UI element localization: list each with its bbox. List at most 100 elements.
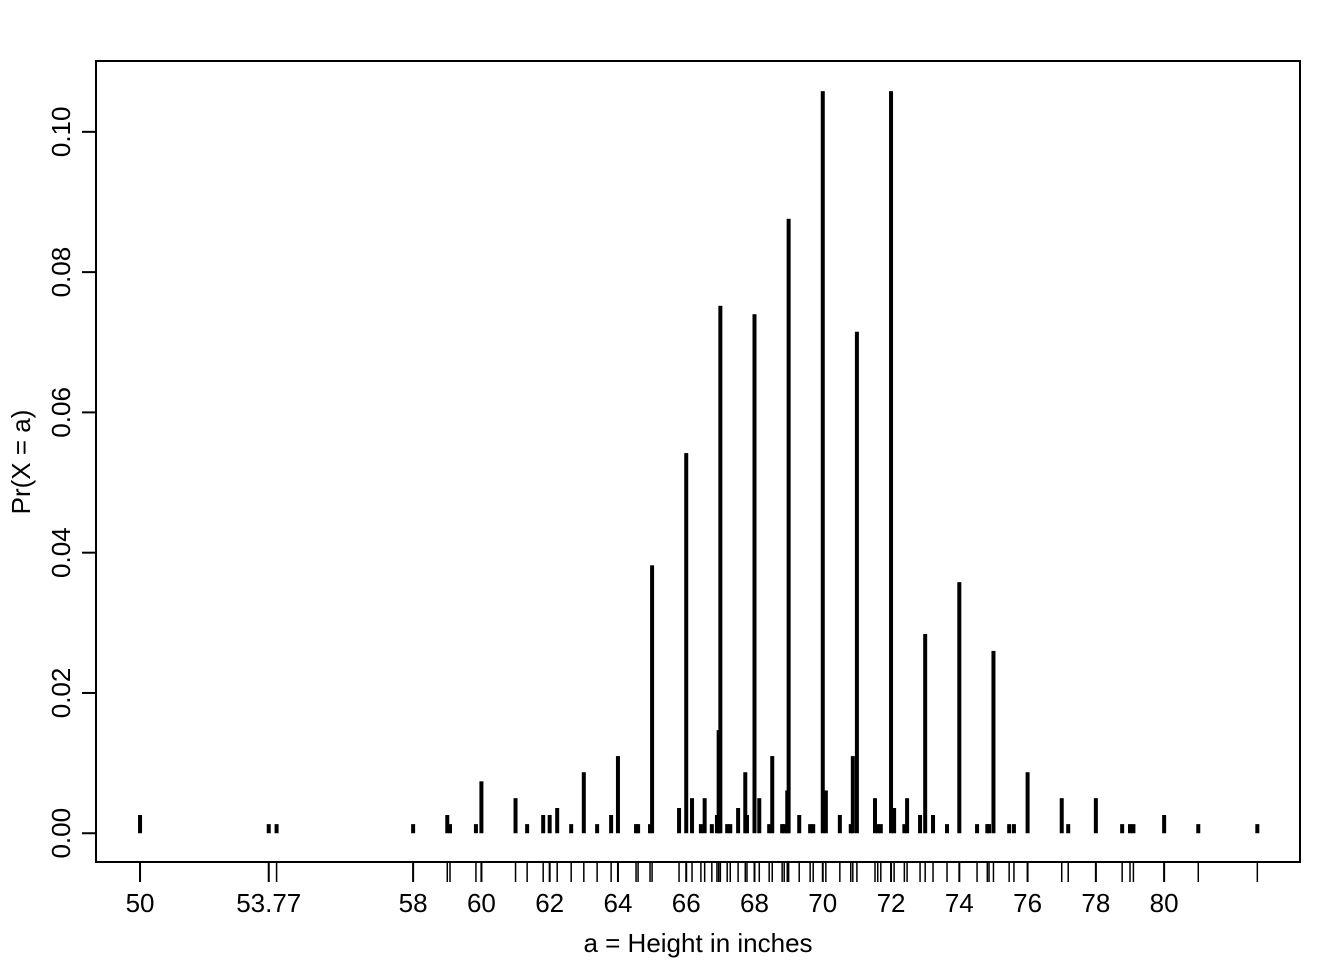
bar — [718, 305, 723, 834]
bar — [875, 824, 880, 834]
bar — [808, 824, 813, 834]
x-axis-label: a = Height in inches — [583, 928, 812, 958]
x-tick-label: 62 — [535, 888, 564, 918]
bar — [854, 331, 859, 834]
bar — [650, 565, 655, 834]
bar — [931, 815, 936, 834]
bar — [547, 815, 552, 834]
bar — [878, 824, 883, 834]
bar — [1011, 824, 1016, 834]
bar — [923, 634, 928, 834]
x-tick-label: 60 — [467, 888, 496, 918]
bar — [1025, 772, 1030, 834]
y-tick-label: 0.00 — [46, 808, 76, 859]
bar — [698, 824, 703, 834]
bar — [1162, 815, 1167, 834]
bar — [945, 824, 950, 834]
x-tick-label: 68 — [740, 888, 769, 918]
bar — [1255, 824, 1260, 834]
bar — [1127, 824, 1132, 834]
bar — [609, 815, 614, 834]
bar — [850, 756, 855, 834]
x-tick-label: 76 — [1013, 888, 1042, 918]
bar — [1007, 824, 1012, 834]
bar — [684, 453, 689, 834]
x-tick-label: 80 — [1150, 888, 1179, 918]
y-tick-label: 0.04 — [46, 527, 76, 578]
y-axis-label: Pr(X = a) — [6, 410, 36, 515]
bar — [473, 824, 478, 834]
bar — [1120, 824, 1125, 834]
bar — [991, 650, 996, 834]
bar — [918, 815, 923, 834]
x-tick-label: 53.77 — [236, 888, 301, 918]
x-tick-label: 64 — [603, 888, 632, 918]
bar — [757, 798, 762, 834]
x-tick-label: 66 — [672, 888, 701, 918]
bar — [525, 824, 530, 834]
bar — [752, 314, 757, 834]
bar — [892, 807, 897, 834]
bar — [782, 824, 787, 834]
bar — [690, 798, 695, 834]
y-tick-label: 0.08 — [46, 247, 76, 298]
x-tick-label: 78 — [1081, 888, 1110, 918]
bar — [957, 582, 962, 834]
bar — [872, 798, 877, 834]
x-tick-label: 72 — [877, 888, 906, 918]
bar — [615, 756, 620, 834]
x-tick-label: 58 — [399, 888, 428, 918]
bar — [780, 824, 785, 834]
x-tick-label: 70 — [808, 888, 837, 918]
bar — [447, 824, 452, 834]
bar — [1059, 798, 1064, 834]
bar — [786, 218, 791, 834]
bar — [702, 798, 707, 834]
bar — [513, 798, 518, 834]
bar — [770, 756, 775, 834]
bar — [541, 815, 546, 834]
bar — [902, 824, 907, 834]
bar — [555, 807, 560, 834]
bar — [709, 824, 714, 834]
y-tick-label: 0.10 — [46, 107, 76, 158]
bar — [905, 798, 910, 834]
bar — [445, 815, 450, 834]
bar — [581, 772, 586, 834]
bar — [1196, 824, 1201, 834]
bar — [811, 824, 816, 834]
bar — [744, 815, 749, 834]
bar — [820, 91, 825, 834]
bar — [823, 790, 828, 834]
bar — [677, 807, 682, 834]
bar — [975, 824, 980, 834]
bar — [1093, 798, 1098, 834]
plot-frame — [95, 60, 1301, 863]
bar — [274, 824, 279, 834]
bar — [743, 772, 748, 834]
bar — [634, 824, 639, 834]
bar — [987, 824, 992, 834]
x-tick-label: 50 — [126, 888, 155, 918]
bar — [767, 824, 772, 834]
bar — [725, 824, 730, 834]
y-tick-label: 0.02 — [46, 668, 76, 719]
bar — [728, 824, 733, 834]
bar — [411, 824, 416, 834]
y-tick-label: 0.06 — [46, 387, 76, 438]
bar — [648, 824, 653, 834]
bar — [138, 815, 143, 834]
bar — [797, 815, 802, 834]
bar — [636, 824, 641, 834]
bar — [1066, 824, 1071, 834]
x-tick-label: 74 — [945, 888, 974, 918]
bar — [889, 91, 894, 834]
bar — [266, 824, 271, 834]
bar — [569, 824, 574, 834]
bar — [848, 824, 853, 834]
bar — [479, 781, 484, 834]
bar — [736, 807, 741, 834]
bar — [837, 815, 842, 834]
